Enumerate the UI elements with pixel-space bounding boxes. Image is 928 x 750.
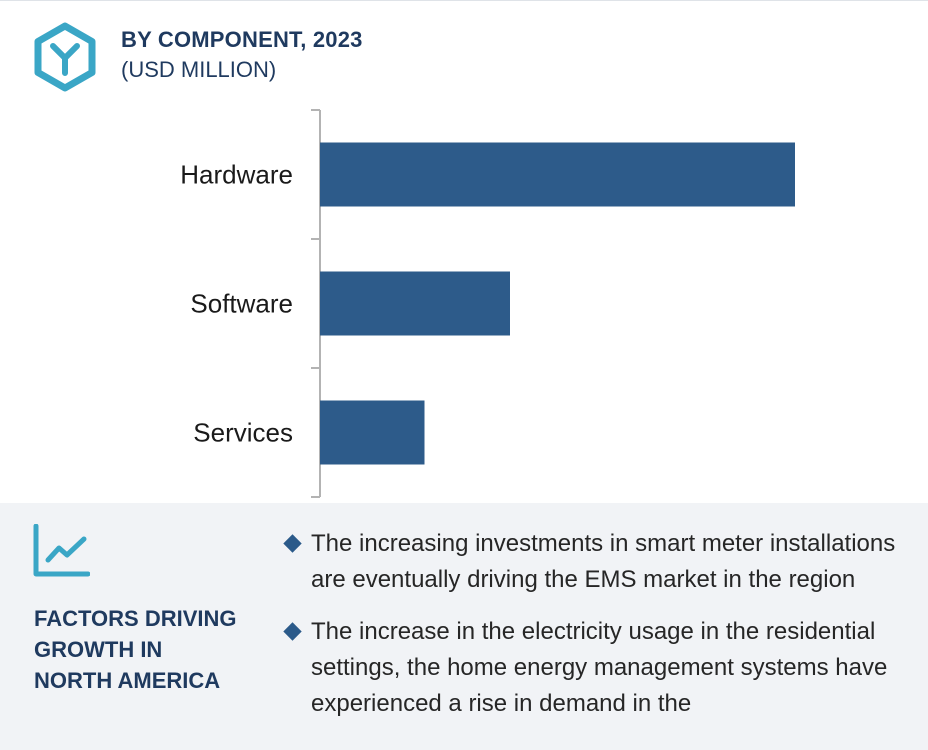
- factors-panel: [0, 503, 928, 750]
- hexagon-y-logo-icon: [34, 22, 96, 92]
- factors-list: The increasing investments in smart mete…: [283, 526, 913, 738]
- bar-chart: Hardware Software Services: [180, 109, 795, 498]
- bar-software: [320, 271, 510, 336]
- chart-subtitle: (USD MILLION): [121, 57, 277, 82]
- factor-text: The increase in the electricity usage in…: [311, 618, 888, 717]
- bar-services: [320, 400, 425, 465]
- factors-heading-line: FACTORS DRIVING: [34, 606, 237, 631]
- factors-heading-line: NORTH AMERICA: [34, 668, 221, 693]
- diamond-bullet-icon: [283, 534, 302, 553]
- bar-hardware: [320, 142, 795, 207]
- factors-heading: FACTORS DRIVING GROWTH IN NORTH AMERICA: [34, 603, 264, 696]
- diamond-bullet-icon: [283, 622, 302, 641]
- trend-line-chart-icon: [33, 524, 90, 577]
- category-label: Software: [190, 289, 293, 319]
- factor-item: The increasing investments in smart mete…: [283, 526, 913, 598]
- category-label: Hardware: [180, 160, 293, 190]
- top-divider: [0, 0, 928, 1]
- factors-heading-line: GROWTH IN: [34, 637, 163, 662]
- factor-text: The increasing investments in smart mete…: [311, 530, 896, 593]
- chart-title: BY COMPONENT, 2023: [121, 27, 363, 52]
- category-label: Services: [193, 418, 293, 448]
- factor-item: The increase in the electricity usage in…: [283, 614, 913, 722]
